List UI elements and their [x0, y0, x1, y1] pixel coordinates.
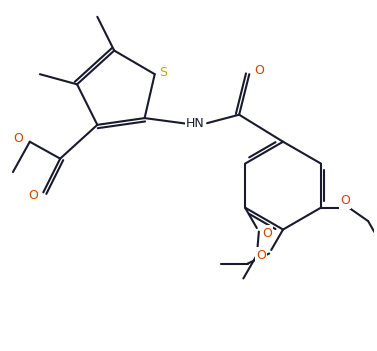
Text: O: O — [13, 132, 23, 145]
Text: O: O — [256, 249, 266, 261]
Text: O: O — [340, 194, 349, 207]
Text: S: S — [159, 66, 167, 79]
Text: O: O — [28, 189, 38, 202]
Text: O: O — [262, 227, 272, 240]
Text: O: O — [254, 64, 264, 77]
Text: HN: HN — [186, 117, 205, 130]
